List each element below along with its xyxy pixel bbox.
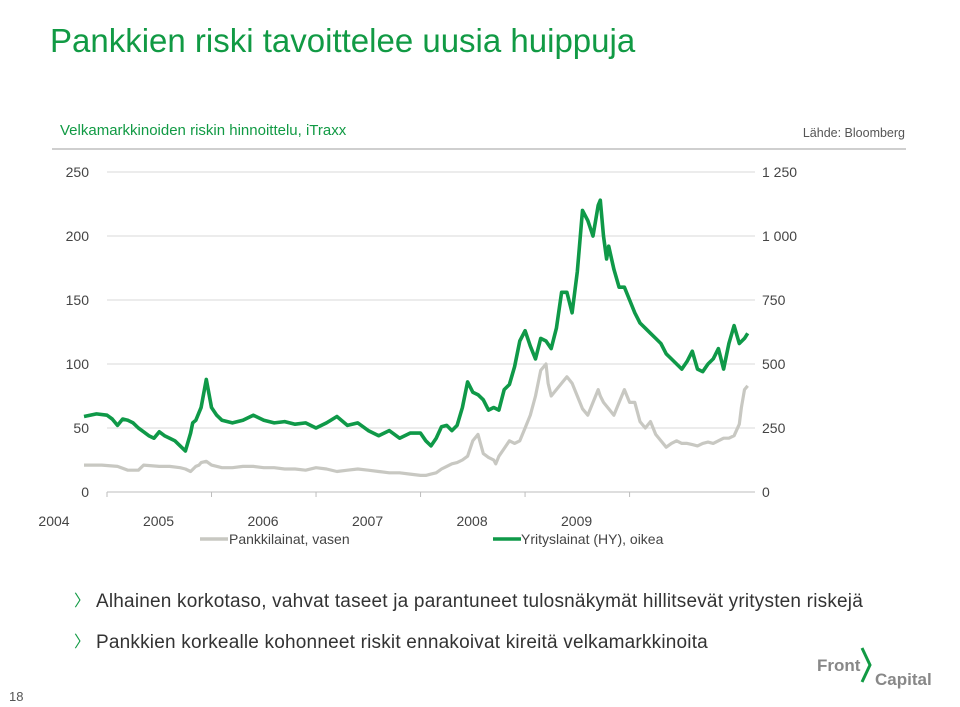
bullet-marker-icon: 〉 [74, 634, 91, 651]
x-tick-label: 2005 [143, 513, 174, 529]
logo-text-capital: Capital [875, 670, 932, 689]
chart-subtitle: Velkamarkkinoiden riskin hinnoittelu, iT… [60, 122, 347, 139]
y-tick-label-right: 1 250 [762, 164, 797, 180]
bullet-text: Pankkien korkealle kohonneet riskit enna… [96, 632, 708, 653]
y-axis-left: 0 50 100 150 200 250 [66, 164, 90, 500]
series-line-pankkilainat [84, 362, 749, 477]
bullet-list: 〉 Alhainen korkotaso, vahvat taseet ja p… [74, 590, 874, 655]
x-tick-label: 2007 [352, 513, 383, 529]
legend-label: Pankkilainat, vasen [229, 531, 350, 547]
bullet-marker-icon: 〉 [74, 593, 91, 610]
series-line-yrityslainat [83, 198, 750, 453]
source-label: Lähde: Bloomberg [802, 126, 905, 140]
x-tick-label: 2008 [456, 513, 487, 529]
legend-label: Yrityslainat (HY), oikea [521, 531, 664, 547]
x-axis: 2004 2005 2006 2007 2008 2009 [38, 492, 631, 529]
page-title: Pankkien riski tavoittelee uusia huippuj… [50, 22, 636, 59]
front-capital-logo: Front Capital [817, 647, 932, 689]
y-tick-label-right: 500 [762, 356, 786, 372]
logo-chevron-icon [860, 647, 872, 683]
chart: 0 50 100 150 200 250 0 250 500 750 1 000 1 250 200… [38, 164, 797, 547]
chart-legend: Pankkilainat, vasen Yrityslainat (HY), oi… [200, 531, 664, 547]
logo-text-front: Front [817, 656, 861, 675]
y-tick-label-left: 250 [66, 164, 90, 180]
y-tick-label-left: 100 [66, 356, 90, 372]
y-axis-right: 0 250 500 750 1 000 1 250 [762, 164, 797, 500]
bullet-item: 〉 Pankkien korkealle kohonneet riskit en… [74, 631, 874, 655]
y-tick-label-left: 50 [73, 420, 89, 436]
y-tick-label-left: 0 [81, 484, 89, 500]
x-tick-label: 2009 [561, 513, 592, 529]
y-tick-label-left: 200 [66, 228, 90, 244]
bullet-item: 〉 Alhainen korkotaso, vahvat taseet ja p… [74, 590, 874, 614]
y-tick-label-right: 1 000 [762, 228, 797, 244]
y-tick-label-left: 150 [66, 292, 90, 308]
y-tick-label-right: 250 [762, 420, 786, 436]
header-divider [52, 148, 906, 150]
x-tick-label: 2004 [38, 513, 69, 529]
x-tick-label: 2006 [247, 513, 278, 529]
y-tick-label-right: 0 [762, 484, 770, 500]
bullet-text: Alhainen korkotaso, vahvat taseet ja par… [96, 591, 863, 612]
page-number: 18 [9, 689, 24, 704]
y-tick-label-right: 750 [762, 292, 786, 308]
series-lines [83, 198, 750, 477]
